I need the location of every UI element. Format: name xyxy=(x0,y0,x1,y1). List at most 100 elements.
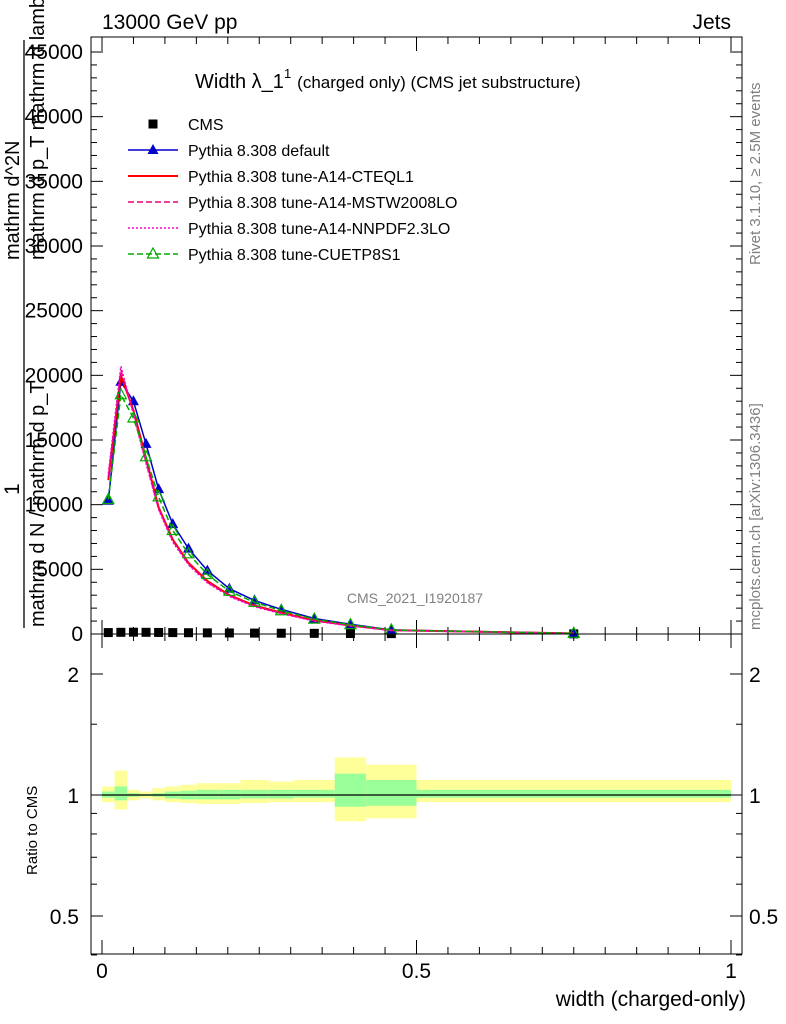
main-series-layer xyxy=(101,366,581,639)
series-marker xyxy=(102,494,114,505)
y-label-d2n: mathrm d^2N xyxy=(2,141,24,260)
legend-item: Pythia 8.308 tune-A14-CTEQL1 xyxy=(128,169,414,186)
y-tick-label: 25000 xyxy=(25,300,83,323)
legend-label: Pythia 8.308 tune-A14-NNPDF2.3LO xyxy=(188,221,450,238)
y-tick-label: 0 xyxy=(71,623,83,646)
series-marker xyxy=(181,546,196,559)
cms-data-point xyxy=(224,628,234,638)
series-line xyxy=(107,392,574,635)
ratio-y-tick-label: 0.5 xyxy=(50,906,79,929)
mcplots-reference-label: mcplots.cern.ch [arXiv:1306.3436] xyxy=(747,403,764,630)
series-marker xyxy=(385,623,397,634)
legend-item: Pythia 8.308 tune-CUETP8S1 xyxy=(128,246,401,264)
y-tick-label: 5000 xyxy=(36,558,83,581)
y-tick-label: 30000 xyxy=(25,235,83,258)
y-tick-label: 20000 xyxy=(25,364,83,387)
ratio-y-tick-label: 1 xyxy=(67,785,79,808)
rivet-version-label: Rivet 3.1.10, ≥ 2.5M events xyxy=(747,83,764,266)
legend-label: Pythia 8.308 tune-A14-CTEQL1 xyxy=(188,169,414,186)
plot-title-main: Width λ_1 xyxy=(195,71,284,93)
ratio-plot-panel: 0.5 0.5 1 1 2 2 0 0.5 1 Ratio to CMS width (cha… xyxy=(24,633,778,1011)
main-plot-panel: 0 5000 10000 15000 20000 25000 30000 35000 40000… xyxy=(25,36,743,646)
series-marker xyxy=(343,617,357,630)
y-tick-label: 40000 xyxy=(25,106,83,129)
cms-data-point xyxy=(168,628,178,638)
plot-title-rest: (charged only) (CMS jet substructure) xyxy=(297,73,580,92)
stat-uncertainty-band xyxy=(366,779,417,806)
legend: CMS Pythia 8.308 default Pythia 8.308 tune… xyxy=(128,117,457,264)
y-label-dn-dpt: mathrm d N / mathrm d p_T xyxy=(27,381,49,627)
plot-title: Width λ_11 (charged only) (CMS jet substr… xyxy=(195,66,581,93)
series-marker xyxy=(147,144,159,154)
y-tick-label: 45000 xyxy=(25,41,83,64)
series-line xyxy=(107,366,574,635)
y-tick-label: 15000 xyxy=(25,429,83,452)
x-tick-label: 0 xyxy=(96,960,108,983)
legend-item: Pythia 8.308 tune-A14-NNPDF2.3LO xyxy=(128,221,450,238)
y-tick-label: 35000 xyxy=(25,170,83,193)
series-marker xyxy=(101,492,115,505)
stat-uncertainty-band xyxy=(268,789,294,799)
cms-data-point xyxy=(154,627,164,637)
series-marker xyxy=(126,410,140,423)
main-y-axis: 0 5000 10000 15000 20000 25000 30000 35000 40000… xyxy=(25,41,742,646)
cms-data-point xyxy=(128,627,138,637)
series-marker xyxy=(114,387,128,400)
plot-title-superscript: 1 xyxy=(284,66,291,81)
ratio-y-axis: 0.5 0.5 1 1 2 2 xyxy=(50,664,778,956)
header-energy-label: 13000 GeV pp xyxy=(102,11,237,34)
ratio-y-tick-label-right: 1 xyxy=(749,785,761,808)
series-line xyxy=(107,374,574,635)
series-marker xyxy=(166,523,180,536)
cms-data-point xyxy=(141,627,151,637)
cms-data-point xyxy=(276,628,286,638)
cms-data-point xyxy=(202,628,212,638)
series-marker xyxy=(307,611,321,624)
series-line xyxy=(107,369,574,635)
series-marker xyxy=(274,603,288,616)
y-label-dpt-dlambda: mathrm d p_T mathrm d lambda xyxy=(27,0,49,260)
series-4 xyxy=(107,366,574,635)
series-marker xyxy=(248,595,262,607)
series-marker xyxy=(200,567,214,580)
ratio-y-axis-label: Ratio to CMS xyxy=(24,786,41,875)
stat-uncertainty-band xyxy=(114,786,128,801)
legend-label: Pythia 8.308 tune-CUETP8S1 xyxy=(188,247,401,264)
ratio-uncertainty-bands xyxy=(102,757,731,822)
legend-label: Pythia 8.308 tune-A14-MSTW2008LO xyxy=(188,195,457,212)
series-1 xyxy=(102,375,580,638)
ratio-y-tick-label-right: 2 xyxy=(749,664,761,687)
legend-label: CMS xyxy=(188,117,224,134)
stat-uncertainty-band xyxy=(293,789,335,798)
cms-data-point xyxy=(103,628,113,638)
x-tick-label: 1 xyxy=(725,960,737,983)
series-5 xyxy=(101,387,581,638)
ratio-y-tick-label: 2 xyxy=(67,664,79,687)
watermark-label: CMS_2021_I1920187 xyxy=(347,590,483,606)
series-2 xyxy=(107,374,574,635)
legend-label: Pythia 8.308 default xyxy=(188,143,330,160)
cms-data-point xyxy=(183,628,193,638)
series-marker xyxy=(568,627,580,638)
header-process-label: Jets xyxy=(692,11,731,34)
stat-uncertainty-band xyxy=(240,789,269,799)
series-marker xyxy=(139,449,153,462)
cms-data-point xyxy=(148,119,158,129)
series-marker xyxy=(222,584,236,596)
legend-item: Pythia 8.308 tune-A14-MSTW2008LO xyxy=(128,195,457,212)
cms-data-point xyxy=(116,627,126,637)
ratio-y-tick-label-right: 0.5 xyxy=(749,906,778,929)
legend-item: CMS xyxy=(148,117,224,134)
series-marker xyxy=(146,246,160,259)
main-y-axis-label: 1 mathrm d N / mathrm d p_T mathrm d^2N … xyxy=(1,0,49,628)
y-tick-label: 10000 xyxy=(25,494,83,517)
series-line xyxy=(107,379,574,635)
y-label-one: 1 xyxy=(1,483,24,495)
series-marker xyxy=(152,489,166,502)
stat-uncertainty-band xyxy=(416,789,731,798)
cms-data-point xyxy=(345,628,355,638)
cms-data-point xyxy=(309,628,319,638)
x-axis-label: width (charged-only) xyxy=(555,988,746,1011)
cms-data-point xyxy=(250,628,260,638)
